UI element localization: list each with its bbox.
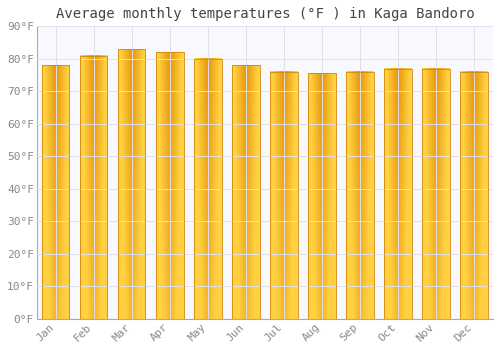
Bar — [232, 65, 260, 319]
Bar — [156, 52, 184, 319]
Bar — [270, 72, 297, 319]
Title: Average monthly temperatures (°F ) in Kaga Bandoro: Average monthly temperatures (°F ) in Ka… — [56, 7, 474, 21]
Bar — [422, 69, 450, 319]
Bar — [384, 69, 411, 319]
Bar — [80, 56, 108, 319]
Bar — [346, 72, 374, 319]
Bar — [194, 59, 222, 319]
Bar — [308, 74, 336, 319]
Bar — [118, 49, 146, 319]
Bar — [42, 65, 70, 319]
Bar — [460, 72, 487, 319]
